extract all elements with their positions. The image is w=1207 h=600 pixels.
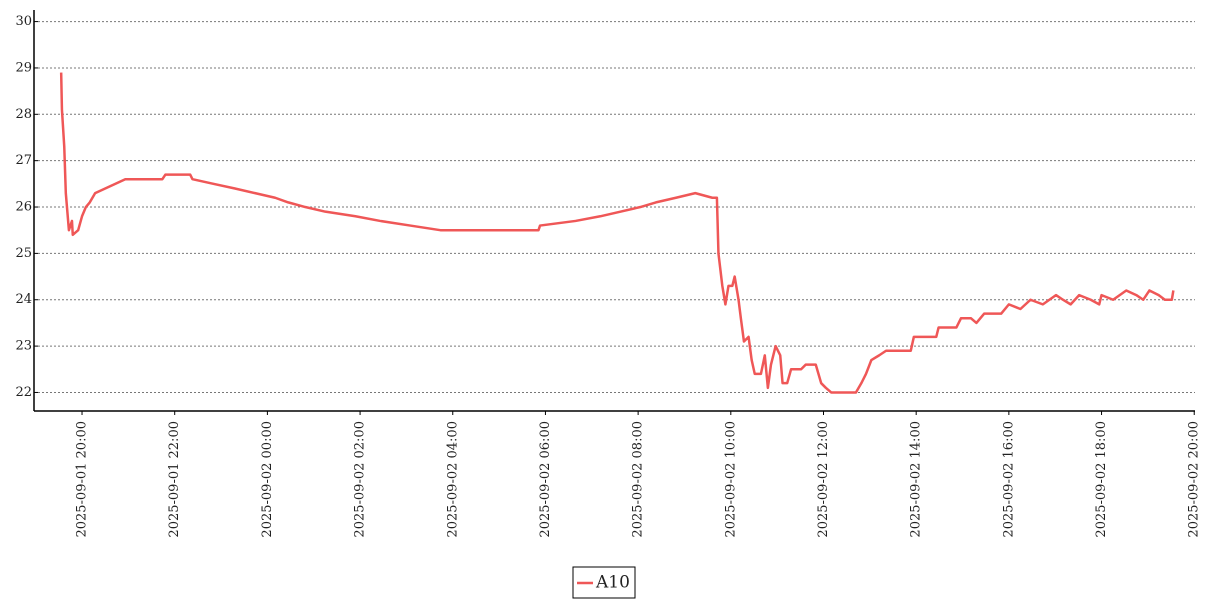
y-tick-label: 27 [15, 153, 32, 168]
y-tick-label: 26 [15, 200, 32, 215]
y-tick-label: 22 [15, 385, 32, 400]
x-tick-label: 2025-09-02 12:00 [816, 421, 831, 538]
legend-label: A10 [595, 573, 630, 593]
y-tick-label: 24 [15, 292, 32, 307]
x-tick-label: 2025-09-02 20:00 [1187, 421, 1202, 538]
x-tick-label: 2025-09-01 20:00 [75, 421, 90, 538]
x-tick-label: 2025-09-02 02:00 [353, 421, 368, 538]
y-tick-label: 25 [15, 246, 32, 261]
x-tick-label: 2025-09-02 04:00 [445, 421, 460, 538]
x-tick-label: 2025-09-02 06:00 [538, 421, 553, 538]
x-tick-label: 2025-09-01 22:00 [167, 421, 182, 538]
legend: A10 [572, 566, 636, 599]
y-tick-label: 29 [15, 60, 32, 75]
x-tick-label: 2025-09-02 16:00 [1001, 421, 1016, 538]
x-tick-label: 2025-09-02 08:00 [631, 421, 646, 538]
y-tick-label: 28 [15, 107, 32, 122]
x-tick-label: 2025-09-02 10:00 [723, 421, 738, 538]
data-line [59, 72, 1175, 394]
x-tick-label: 2025-09-02 00:00 [260, 421, 275, 538]
y-tick-label: 23 [15, 339, 32, 354]
x-tick-label: 2025-09-02 18:00 [1094, 421, 1109, 538]
x-tick-label: 2025-09-02 14:00 [909, 421, 924, 538]
y-tick-label: 30 [15, 14, 32, 29]
